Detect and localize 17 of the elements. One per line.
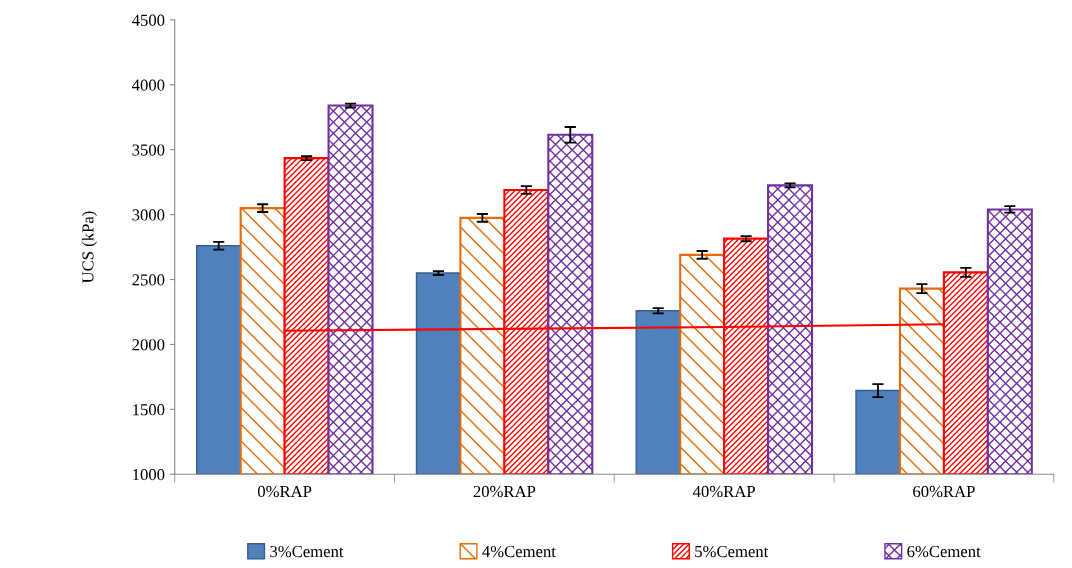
legend-label: 6%Cement	[907, 545, 981, 558]
legend-label: 5%Cement	[695, 545, 769, 558]
legend-label: 3%Cement	[270, 545, 344, 558]
y-tick-label: 3000	[132, 209, 165, 221]
x-tick-label: 20%RAP	[473, 485, 536, 498]
y-tick-label: 2500	[132, 274, 165, 286]
y-tick-label: 2000	[132, 339, 165, 351]
x-tick-label: 0%RAP	[257, 485, 312, 498]
y-axis-title: UCS (kPa)	[81, 211, 97, 284]
y-tick-label: 1000	[133, 468, 165, 481]
y-tick-label: 3500	[132, 144, 165, 156]
legend-label: 4%Cement	[482, 545, 556, 558]
y-tick-label: 1500	[133, 404, 165, 416]
x-tick-label: 40%RAP	[692, 485, 755, 498]
x-tick-label: 60%RAP	[913, 485, 975, 498]
y-tick-label: 4500	[132, 14, 165, 26]
y-tick-label: 4000	[132, 79, 165, 91]
